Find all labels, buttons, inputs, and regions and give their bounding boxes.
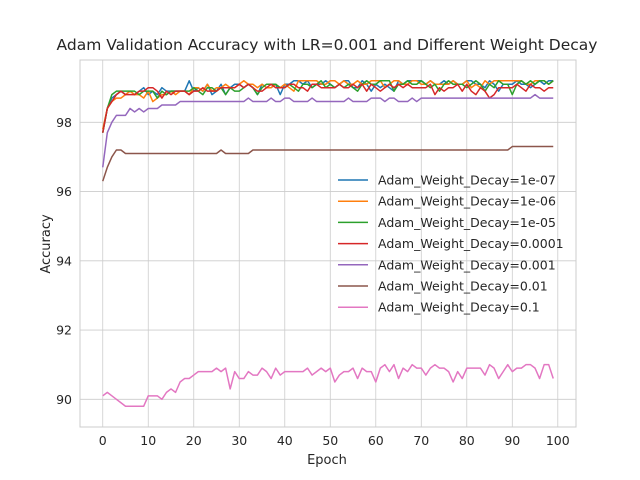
x-tick-label: 0 [99,433,107,448]
y-axis-ticks: 90 92 94 96 98 [56,115,72,407]
series-line-4 [102,83,554,133]
legend-label: Adam_Weight_Decay=1e-06 [378,194,556,209]
x-tick-label: 10 [140,433,156,448]
legend: Adam_Weight_Decay=1e-07 Adam_Weight_Decay… [338,173,564,315]
legend-label: Adam_Weight_Decay=1e-07 [378,173,556,188]
y-tick-label: 96 [56,184,72,199]
y-tick-label: 98 [56,115,72,130]
x-tick-label: 20 [186,433,202,448]
x-tick-label: 40 [277,433,293,448]
legend-label: Adam_Weight_Decay=0.0001 [378,236,564,251]
legend-label: Adam_Weight_Decay=0.001 [378,257,556,272]
y-tick-label: 94 [56,253,72,268]
x-axis-label: Epoch [307,453,347,468]
x-tick-label: 50 [322,433,338,448]
grid-layer [80,60,576,427]
plot-area [79,59,577,428]
x-tick-label: 80 [459,433,475,448]
x-tick-label: 60 [368,433,384,448]
y-tick-label: 90 [56,392,72,407]
legend-label: Adam_Weight_Decay=0.1 [378,300,540,315]
x-tick-label: 30 [231,433,247,448]
series-line-6 [102,145,554,182]
x-tick-label: 100 [546,433,570,448]
series-line-2 [102,80,554,130]
x-axis-ticks: 0 10 20 30 40 50 60 70 80 90 100 [99,433,570,448]
chart-title: Adam Validation Accuracy with LR=0.001 a… [57,36,598,54]
series-line-5 [102,93,554,168]
plot-frame [79,59,577,428]
y-axis-label: Accuracy [39,214,54,274]
y-tick-label: 92 [56,323,72,338]
legend-label: Adam_Weight_Decay=1e-05 [378,215,556,230]
series-line-7 [102,363,554,407]
x-tick-label: 90 [504,433,520,448]
x-tick-label: 70 [413,433,429,448]
series-layer [102,80,554,407]
legend-label: Adam_Weight_Decay=0.01 [378,279,548,294]
